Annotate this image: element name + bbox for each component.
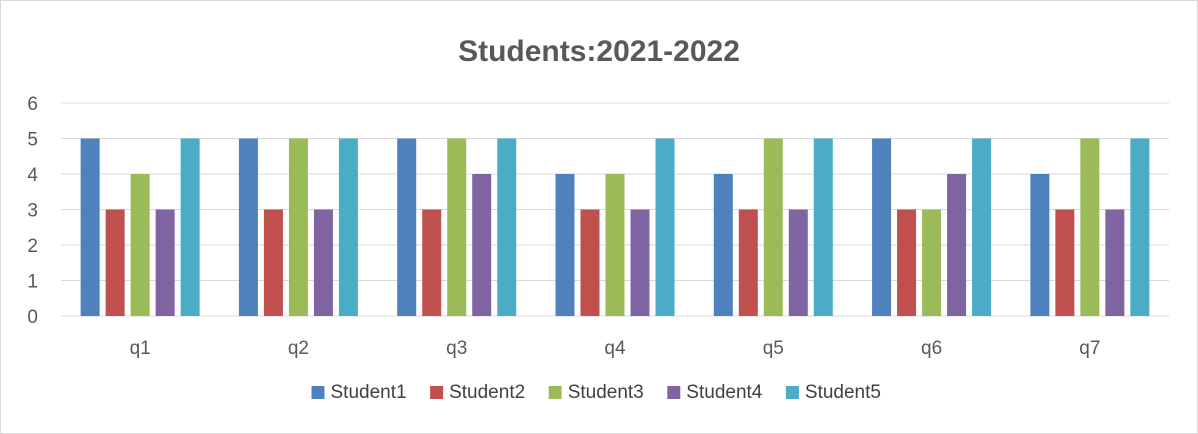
legend: Student1 Student2 Student3 Student4 Student5 [311, 382, 881, 403]
y-tick-label: 4 [27, 165, 38, 186]
x-tick-label: q5 [763, 338, 784, 359]
y-tick-label: 0 [27, 307, 38, 328]
bar-student4-q1 [155, 209, 175, 316]
y-tick-label: 3 [27, 201, 38, 222]
x-tick-label: q1 [130, 338, 151, 359]
bar-student5-q5 [813, 138, 833, 316]
bar-student3-q7 [1080, 138, 1100, 316]
bar-student2-q2 [263, 209, 283, 316]
legend-swatch [548, 386, 562, 399]
legend-item-student4: Student4 [667, 382, 763, 403]
legend-item-student1: Student1 [311, 382, 407, 403]
x-tick-label: q4 [604, 338, 626, 359]
legend-swatch [311, 386, 325, 399]
bar-student3-q4 [605, 174, 625, 316]
legend-swatch [667, 386, 681, 399]
bar-student3-q5 [763, 138, 783, 316]
legend-item-student5: Student5 [785, 382, 881, 403]
bar-student1-q5 [713, 174, 733, 316]
bar-student4-q3 [472, 174, 492, 316]
legend-label: Student4 [686, 382, 762, 403]
legend-label: Student5 [805, 382, 881, 403]
bar-student1-q3 [397, 138, 417, 316]
chart-title: Students:2021-2022 [458, 35, 740, 68]
legend-item-student2: Student2 [430, 382, 525, 403]
y-axis: 0 1 2 3 4 5 6 [27, 94, 38, 328]
bars [80, 138, 1150, 316]
bar-student2-q1 [105, 209, 125, 316]
bar-student3-q3 [447, 138, 467, 316]
bar-student5-q4 [655, 138, 675, 316]
bar-student3-q6 [922, 209, 942, 316]
legend-swatch [785, 386, 799, 399]
y-tick-label: 1 [27, 272, 38, 293]
bar-student5-q1 [180, 138, 200, 316]
x-axis: q1 q2 q3 q4 q5 q6 q7 [130, 338, 1101, 359]
bar-student1-q1 [80, 138, 100, 316]
bar-student4-q7 [1105, 209, 1125, 316]
bar-student2-q7 [1055, 209, 1075, 316]
bar-student3-q2 [288, 138, 308, 316]
x-tick-label: q6 [921, 338, 942, 359]
x-tick-label: q7 [1079, 338, 1100, 359]
bar-student2-q5 [738, 209, 758, 316]
bar-student4-q5 [788, 209, 808, 316]
x-tick-label: q2 [288, 338, 309, 359]
bar-student1-q6 [872, 138, 892, 316]
legend-label: Student3 [568, 382, 644, 403]
legend-label: Student2 [449, 382, 525, 403]
y-tick-label: 6 [27, 94, 38, 115]
y-tick-label: 2 [27, 236, 38, 257]
bar-student1-q2 [238, 138, 258, 316]
bar-student5-q6 [972, 138, 992, 316]
bar-student5-q3 [497, 138, 517, 316]
bar-student2-q3 [422, 209, 442, 316]
legend-item-student3: Student3 [548, 382, 644, 403]
bar-student1-q7 [1030, 174, 1050, 316]
bar-student2-q4 [580, 209, 600, 316]
bar-student4-q6 [947, 174, 967, 316]
bar-student5-q2 [338, 138, 358, 316]
y-tick-label: 5 [27, 130, 38, 151]
x-tick-label: q3 [446, 338, 467, 359]
legend-swatch [430, 386, 444, 399]
bar-student5-q7 [1130, 138, 1150, 316]
bar-student3-q1 [130, 174, 150, 316]
legend-label: Student1 [331, 382, 407, 403]
bar-student4-q4 [630, 209, 650, 316]
bar-student4-q2 [313, 209, 333, 316]
bar-student1-q4 [555, 174, 575, 316]
bar-student2-q6 [897, 209, 917, 316]
